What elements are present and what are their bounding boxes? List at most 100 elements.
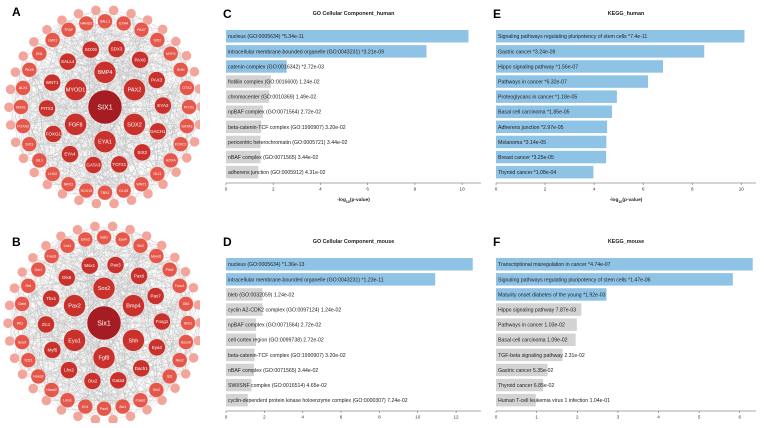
panel-d-bar-label: bleb (GO:0032059) 1.24e-02 [228,292,294,298]
mouse-node-msx1-label: Msx1 [84,263,95,268]
panel-f-chart-title: KEGG_mouse [608,239,644,245]
mouse-node-pax7-label: Pax7 [150,294,161,299]
human-node-center-label: SIX1 [97,104,112,111]
mouse-node-gata3-label: Gata3 [112,378,125,383]
panel-f-bar-label: Gastric cancer 5.35e-02 [498,368,553,374]
panel-e-tick-label: 2 [544,187,547,192]
mouse-node-sall1-label: Sall1 [100,236,108,240]
panel-letter-e: E [493,7,501,21]
mouse-node-peripheral [189,353,199,363]
panel-f-bar-label: Maturity onset diabetes of the young *1.… [498,292,606,298]
human-node-pax6-label: PAX6 [134,57,146,62]
panel-f-bar-label: Hippo signaling pathway 7.87e-03 [498,307,576,313]
mouse-node-dlx5-label: Dlx5 [62,275,71,280]
mouse-node-sox9-label: Sox9 [18,340,26,344]
panel-f-bar-label: Signaling pathways regulating pluripoten… [498,277,651,283]
panel-c-bar-label: chromocenter (GO:0010369) 1.49e-02 [228,95,316,101]
human-node-tbx1-label: TBX1 [101,191,110,195]
panel-e-tick-label: 10 [739,187,745,192]
panel-f-tick-label: 2 [576,415,579,420]
mouse-node-eya2-label: Eya2 [152,345,163,350]
human-node-peripheral [189,67,199,77]
mouse-node-six3-label: Six3 [153,388,160,392]
panel-d-chart-title: GO Cellular Component_mouse [313,239,394,245]
panel-c-chart-title: GO Cellular Component_human [313,11,395,17]
mouse-node-peripheral [28,384,38,394]
human-node-alx1-label: ALX1 [19,86,28,90]
human-node-dach1-label: DACH1 [150,129,166,134]
mouse-node-gli3-label: Gli3 [183,302,189,306]
mouse-node-peripheral [188,283,198,293]
panel-e-tick-label: 8 [691,187,694,192]
panel-e-bar-label: Breast cancer *3.25e-05 [498,155,554,161]
human-node-sall1-label: SALL1 [100,20,111,24]
panel-e-bar-label: Melanoma *3.14e-05 [498,140,546,146]
mouse-node-alx1-label: Alx1 [119,405,126,409]
human-node-peripheral [6,84,16,94]
panel-d-bar-label: beta-catenin-TCF complex (GO:1990907) 3.… [228,353,346,359]
human-node-sox9-label: SOX9 [85,47,98,52]
human-node-peripheral [4,102,14,112]
mouse-node-fgf8-label: Fgf8 [98,356,109,362]
panel-c-tick-label: 2 [272,187,275,192]
panel-c-bar-label: flotillin complex (GO:0016600) 1.24e-02 [228,79,320,85]
human-node-pitx1-label: PITX1 [184,105,194,109]
human-node-lhx2-label: LHX2 [48,172,57,176]
human-node-peripheral [181,51,191,61]
mouse-node-hoxa2-label: Hoxa2 [33,375,43,379]
panel-f-bar-label: Pathways in cancer 1.03e-02 [498,323,565,329]
panel-e-chart-title: KEGG_human [608,11,645,17]
human-node-gata3-label: GATA3 [181,124,192,128]
human-node-sdx3-label: SDX3 [111,47,123,52]
mouse-node-foxc1-label: Foxc1 [175,284,185,288]
human-node-eya4-label: EYA4 [64,152,76,157]
mouse-node-bmp4-label: Bmp4 [126,304,140,310]
panel-d-bar-label: nBAF complex (GO:0071565) 3.44e-02 [228,368,318,374]
panel-d-bar-label: cyclin-dependent protein kinase holoenzy… [228,398,408,404]
human-node-peripheral [91,199,101,209]
human-node-six2-label: SIX2 [137,150,147,155]
panel-d-bar-label: cyclin A2-CDK2 complex (GO:0097124) 1.24… [228,307,341,313]
human-node-wnt1-label: WNT1 [46,80,59,85]
mouse-node-sox2-label: Sox2 [98,286,111,292]
mouse-node-pitx2-label: Pitx2 [166,268,174,272]
human-node-foxg1-label: FOXG1 [46,132,62,137]
human-node-gata3-label: GATA3 [86,163,101,168]
human-edge [105,21,163,29]
human-node-myod1-label: MYOD1 [66,88,86,94]
panel-e-tick-label: 4 [593,187,596,192]
mouse-node-osr1-label: Osr1 [34,268,42,272]
human-node-pax9-label: PAX9 [25,68,34,72]
mouse-node-isl1-label: Isl1 [167,375,173,379]
human-node-pax7-label: PAX7 [137,28,146,32]
panel-f-bar-label: Thyroid cancer 6.85e-02 [498,383,554,389]
panel-e-bar-label: Hippo signaling pathway *1.56e-07 [498,64,578,70]
mouse-node-pax9-label: Pax9 [100,407,108,411]
panel-c-tick-label: 0 [225,187,228,192]
panel-f-tick-label: 3 [617,415,620,420]
mouse-node-gdnf-label: Gdnf [18,302,26,306]
panel-c-x-axis-label: -log10(p-value) [337,197,370,204]
human-node-eya1-label: EYA1 [98,140,112,146]
human-node-sox2-label: SOX2 [127,122,142,128]
human-node-peripheral [109,199,119,209]
panel-d-tick-label: 6 [340,415,343,420]
human-node-peripheral [29,37,39,47]
human-node-fgf8-label: FGF8 [69,122,83,128]
human-node-pax3-label: PAX3 [151,78,163,83]
mouse-node-peripheral [28,253,38,263]
human-node-pax2-label: PAX2 [128,88,142,94]
mouse-node-peripheral [18,369,28,379]
panel-e-bar-label: Thyroid cancer *1.08e-04 [498,170,556,176]
human-node-tcf21-label: TCF21 [112,162,126,167]
mouse-node-peripheral [3,318,13,328]
panel-c-bar-label: pericentric heterochromatin (GO:0005721)… [228,140,347,146]
human-node-otx2-label: OTX2 [182,86,191,90]
panel-e-bar-label: Pathways in cancer *6.32e-07 [498,79,567,85]
mouse-node-myf5-label: Myf5 [47,348,57,353]
